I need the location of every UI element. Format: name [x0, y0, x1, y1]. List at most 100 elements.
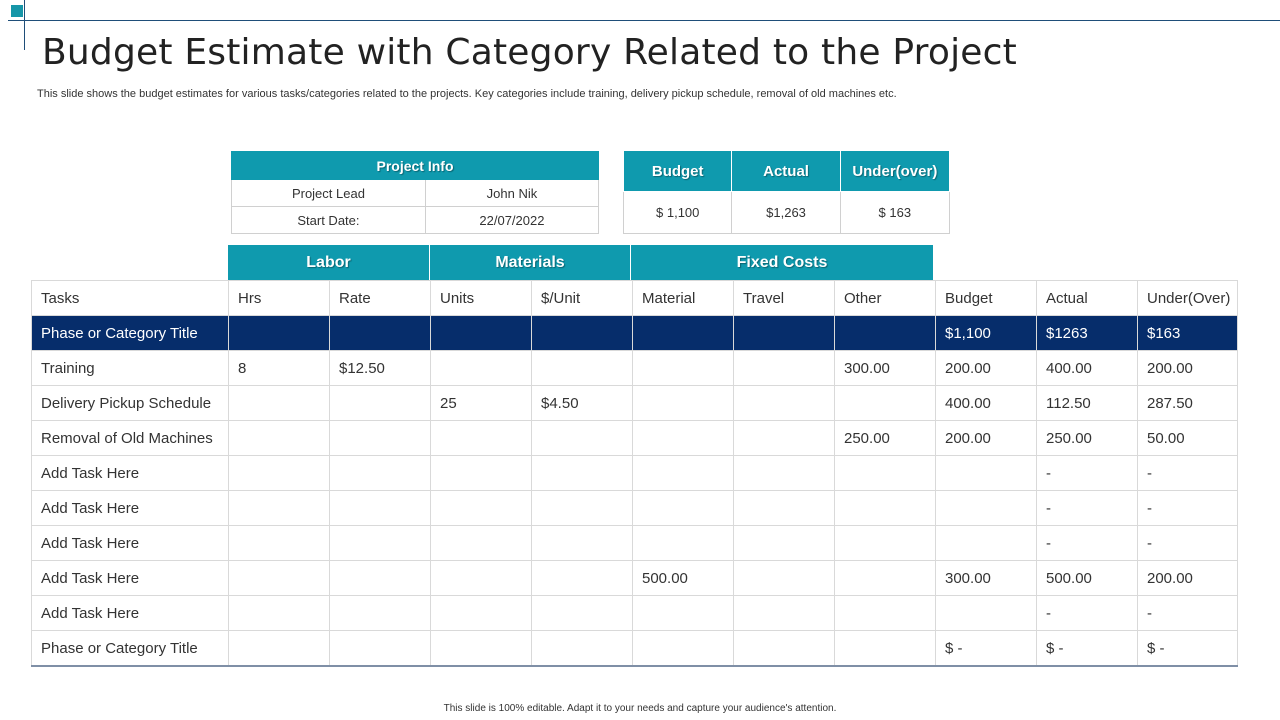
task-name-cell: Add Task Here — [31, 560, 229, 596]
table-cell — [733, 350, 835, 386]
task-name-cell: Phase or Category Title — [31, 630, 229, 667]
table-cell — [228, 595, 330, 631]
table-cell: 200.00 — [1137, 560, 1238, 596]
table-cell — [228, 525, 330, 561]
table-cell — [329, 560, 431, 596]
table-cell — [531, 350, 633, 386]
table-cell — [935, 595, 1037, 631]
table-cell: $1,100 — [935, 315, 1037, 351]
table-cell — [531, 490, 633, 526]
slide-footer: This slide is 100% editable. Adapt it to… — [443, 703, 837, 714]
table-cell — [632, 595, 734, 631]
table-cell — [632, 630, 734, 667]
table-row: Add Task Here - - — [31, 595, 1238, 631]
fixed-costs-group-header: Fixed Costs — [631, 245, 933, 280]
table-cell — [228, 385, 330, 421]
table-cell — [834, 490, 936, 526]
table-cell — [834, 560, 936, 596]
table-cell: - — [1137, 455, 1238, 491]
budget-value: $ 1,100 — [622, 191, 733, 234]
table-cell: $1263 — [1036, 315, 1138, 351]
table-cell — [632, 490, 734, 526]
project-info-table: Project Info Project Lead John Nik Start… — [231, 151, 600, 234]
table-row: Training 8 $12.50 300.00 200.00 400.00 200.00 — [31, 350, 1238, 386]
table-cell — [733, 630, 835, 667]
table-cell — [834, 385, 936, 421]
table-cell — [430, 560, 532, 596]
table-cell — [430, 315, 532, 351]
table-cell: 25 — [430, 385, 532, 421]
actual-header: Actual — [731, 150, 841, 192]
table-cell — [329, 525, 431, 561]
project-info-header: Project Info — [231, 151, 599, 180]
table-row: Removal of Old Machines 250.00 200.00 250.0… — [31, 420, 1238, 456]
table-cell: 8 — [228, 350, 330, 386]
table-cell: 50.00 — [1137, 420, 1238, 456]
table-cell: 400.00 — [935, 385, 1037, 421]
table-cell — [430, 490, 532, 526]
table-cell — [733, 525, 835, 561]
table-cell — [733, 560, 835, 596]
table-row: Add Task Here 500.00 300.00 500.00 200.00 — [31, 560, 1238, 596]
table-cell: 300.00 — [834, 350, 936, 386]
column-header: Budget — [935, 280, 1037, 316]
table-cell — [733, 490, 835, 526]
table-cell: 500.00 — [1036, 560, 1138, 596]
table-cell — [733, 385, 835, 421]
table-cell: 500.00 — [632, 560, 734, 596]
column-header: Under(Over) — [1137, 280, 1238, 316]
table-cell — [329, 385, 431, 421]
table-cell: - — [1036, 455, 1138, 491]
table-cell — [834, 315, 936, 351]
table-cell — [632, 350, 734, 386]
table-cell — [329, 420, 431, 456]
table-cell — [531, 560, 633, 596]
table-cell: - — [1036, 595, 1138, 631]
table-cell — [632, 385, 734, 421]
table-cell — [834, 455, 936, 491]
project-lead-value: John Nik — [424, 179, 600, 207]
table-cell — [632, 525, 734, 561]
table-cell — [430, 595, 532, 631]
table-cell: 250.00 — [1036, 420, 1138, 456]
table-cell — [632, 455, 734, 491]
table-cell: 287.50 — [1137, 385, 1238, 421]
table-cell — [228, 560, 330, 596]
table-cell — [834, 525, 936, 561]
table-cell: 200.00 — [1137, 350, 1238, 386]
table-cell — [632, 315, 734, 351]
table-cell — [733, 315, 835, 351]
table-cell: - — [1137, 490, 1238, 526]
labor-group-header: Labor — [228, 245, 429, 280]
table-cell — [329, 315, 431, 351]
table-row: Add Task Here - - — [31, 455, 1238, 491]
table-cell — [935, 525, 1037, 561]
slide-subtitle: This slide shows the budget estimates fo… — [37, 88, 897, 100]
column-header: Other — [834, 280, 936, 316]
table-cell: 250.00 — [834, 420, 936, 456]
corner-accent-square — [11, 5, 23, 17]
table-cell — [430, 420, 532, 456]
column-header: Units — [430, 280, 532, 316]
table-cell — [228, 315, 330, 351]
table-cell: $163 — [1137, 315, 1238, 351]
table-cell — [430, 455, 532, 491]
table-cell — [733, 595, 835, 631]
materials-group-header: Materials — [430, 245, 630, 280]
budget-detail-table: Tasks Hrs Rate Units $/Unit Material Travel Oth… — [31, 280, 1238, 667]
table-cell — [935, 455, 1037, 491]
start-date-label: Start Date: — [231, 206, 426, 234]
task-name-cell: Phase or Category Title — [31, 315, 229, 351]
column-header: Rate — [329, 280, 431, 316]
table-cell — [329, 455, 431, 491]
table-cell — [834, 595, 936, 631]
table-cell — [834, 630, 936, 667]
column-header: Travel — [733, 280, 835, 316]
table-cell — [531, 455, 633, 491]
table-row: Phase or Category Title $1,100 $1263 $163 — [31, 315, 1238, 351]
column-header: Hrs — [228, 280, 330, 316]
table-cell — [329, 595, 431, 631]
column-header-row: Tasks Hrs Rate Units $/Unit Material Travel Oth… — [31, 280, 1238, 316]
table-cell: $ - — [1036, 630, 1138, 667]
table-cell — [228, 420, 330, 456]
